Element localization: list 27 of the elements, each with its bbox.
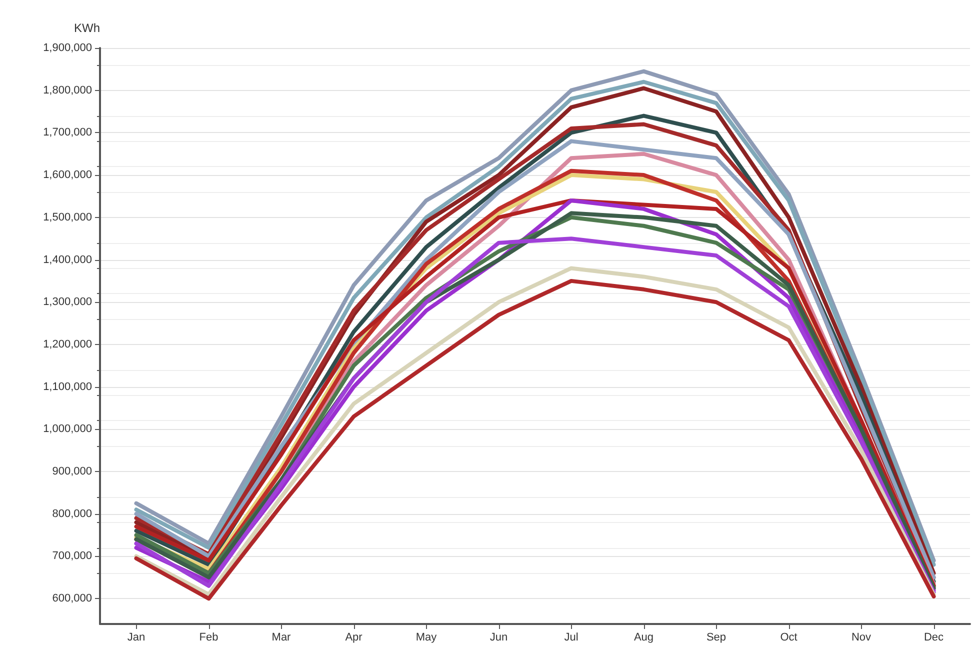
x-tick-label: May xyxy=(416,632,438,644)
y-tick-label: 1,900,000 xyxy=(43,42,92,54)
y-tick-label: 1,700,000 xyxy=(43,126,92,139)
y-tick-label: 1,600,000 xyxy=(43,169,92,182)
y-tick-label: 1,800,000 xyxy=(43,84,92,96)
y-tick-label: 1,400,000 xyxy=(43,254,92,266)
y-tick-label: 600,000 xyxy=(52,592,92,605)
y-axis-title: KWh xyxy=(74,21,100,35)
x-tick-label: Apr xyxy=(345,632,363,644)
x-tick-label: Mar xyxy=(272,632,292,644)
x-tick-label: Jul xyxy=(564,632,578,644)
y-tick-label: 1,100,000 xyxy=(43,380,92,393)
y-tick-label: 800,000 xyxy=(52,508,92,520)
x-tick-label: Aug xyxy=(634,632,654,644)
x-tick-label: Nov xyxy=(851,632,872,644)
x-tick-label: Jan xyxy=(127,632,146,644)
x-tick-label: Oct xyxy=(780,632,798,644)
y-tick-label: 1,200,000 xyxy=(43,338,92,350)
y-tick-label: 900,000 xyxy=(52,466,92,478)
y-tick-label: 1,500,000 xyxy=(43,211,92,224)
x-tick-label: Jun xyxy=(490,632,508,644)
y-tick-label: 1,300,000 xyxy=(43,296,92,308)
x-tick-label: Dec xyxy=(924,632,944,644)
y-tick-label: 700,000 xyxy=(52,550,92,562)
x-tick-label: Feb xyxy=(199,632,218,644)
y-tick-label: 1,000,000 xyxy=(43,423,92,436)
x-tick-label: Sep xyxy=(706,632,726,644)
